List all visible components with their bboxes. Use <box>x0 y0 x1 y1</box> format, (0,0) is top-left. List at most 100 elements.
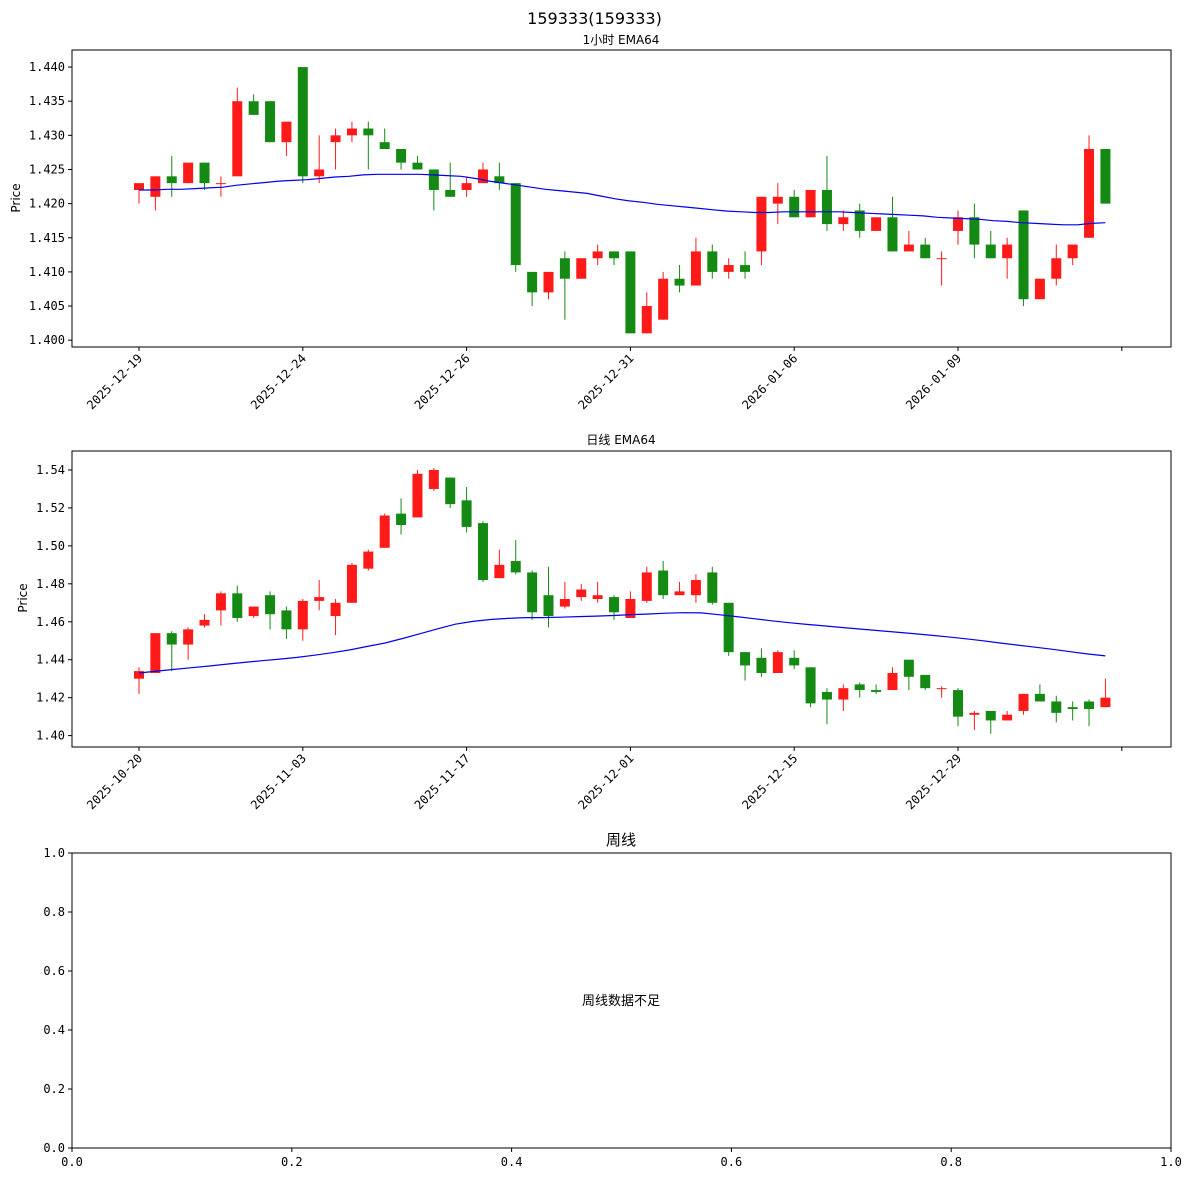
daily-candle-body <box>412 473 423 518</box>
daily-candle-body <box>215 593 226 611</box>
daily-candle-body <box>199 619 210 626</box>
daily-candle-body <box>543 595 554 617</box>
hourly-candle-body <box>609 251 620 259</box>
daily-candle-body <box>559 599 570 607</box>
hourly-candle-body <box>346 128 357 136</box>
daily-candle-body <box>166 633 177 645</box>
hourly-candle-body <box>821 189 832 225</box>
daily-x-tick-label: 2025-12-15 <box>739 751 800 812</box>
weekly-y-tick-label: 0.0 <box>43 1141 65 1155</box>
daily-candle-body <box>1002 714 1013 721</box>
hourly-y-tick-label: 1.400 <box>29 333 65 347</box>
daily-candle-body <box>838 688 849 700</box>
hourly-candle-body <box>281 121 292 143</box>
hourly-candle-body <box>1034 278 1045 300</box>
weekly-x-tick-label: 0.6 <box>721 1155 743 1169</box>
hourly-plot-frame <box>71 49 1172 348</box>
hourly-x-tick-label: 2026-01-09 <box>903 351 964 412</box>
daily-candle-body <box>330 602 341 617</box>
hourly-candle-body <box>969 217 980 245</box>
hourly-candle-body <box>625 251 636 334</box>
daily-candle-body <box>674 591 685 596</box>
daily-candle-body <box>494 564 505 579</box>
hourly-candle-body <box>363 128 374 136</box>
daily-candle-body <box>887 673 898 691</box>
hourly-candle-body <box>248 101 259 115</box>
hourly-candle-body <box>379 142 390 149</box>
daily-candle-body <box>658 570 669 596</box>
daily-y-tick-label: 1.40 <box>36 729 65 743</box>
hourly-candle-body <box>412 162 423 170</box>
daily-x-tick-label: 2025-12-01 <box>576 751 637 812</box>
hourly-chart-title: 1小时 EMA64 <box>583 33 660 47</box>
hourly-ema-line <box>139 173 1106 226</box>
hourly-candle-body <box>232 101 243 177</box>
hourly-x-tick-label: 2025-12-31 <box>576 351 637 412</box>
daily-candle-body <box>1100 697 1111 708</box>
hourly-candle-body <box>723 265 734 272</box>
daily-candle-body <box>985 710 996 721</box>
daily-candle-body <box>445 477 456 505</box>
daily-candle-body <box>527 572 538 613</box>
hourly-candle-body <box>527 271 538 293</box>
hourly-x-tick-label: 2026-01-06 <box>739 351 800 412</box>
daily-candle-body <box>1018 693 1029 711</box>
hourly-x-tick-label: 2025-12-19 <box>84 351 145 412</box>
daily-candle-body <box>690 580 701 596</box>
daily-candle-body <box>805 667 816 704</box>
daily-candle-body <box>150 633 161 673</box>
weekly-chart-title: 周线 <box>606 831 636 849</box>
weekly-y-tick-label: 1.0 <box>43 846 65 860</box>
daily-candle-body <box>183 629 194 645</box>
hourly-x-tick-label: 2025-12-26 <box>412 351 473 412</box>
daily-x-tick-label: 2025-10-20 <box>84 751 145 812</box>
hourly-candle-body <box>183 162 194 184</box>
daily-candle-body <box>740 652 751 666</box>
hourly-candle-body <box>1002 244 1013 259</box>
daily-candle-body <box>592 595 603 599</box>
daily-candle-body <box>428 469 439 489</box>
daily-candle-body <box>396 513 407 525</box>
daily-y-tick-label: 1.44 <box>36 653 65 667</box>
hourly-candle-body <box>396 149 407 163</box>
hourly-candle-body <box>445 189 456 197</box>
weekly-no-data-message: 周线数据不足 <box>582 994 660 1009</box>
hourly-candle-body <box>953 217 963 231</box>
hourly-candle-body <box>592 251 603 259</box>
hourly-candle-body <box>871 217 882 231</box>
daily-candle-body <box>756 657 767 673</box>
hourly-candle-body <box>854 210 865 231</box>
daily-candle-body <box>510 561 521 573</box>
daily-candle-body <box>969 712 980 715</box>
hourly-y-tick-label: 1.410 <box>29 265 65 279</box>
daily-candle-body <box>314 597 325 601</box>
weekly-y-tick-label: 0.8 <box>43 905 65 919</box>
daily-chart-title: 日线 EMA64 <box>586 433 655 447</box>
hourly-candle-body <box>215 183 226 185</box>
daily-candle-body <box>477 523 488 581</box>
hourly-y-tick-label: 1.430 <box>29 128 65 142</box>
hourly-candle-body <box>330 135 341 143</box>
daily-candle-body <box>789 657 800 666</box>
hourly-candle-body <box>199 162 210 184</box>
daily-candle-body <box>379 515 390 548</box>
daily-candle-body <box>363 551 374 569</box>
hourly-y-axis-label: Price <box>9 183 23 212</box>
daily-y-tick-label: 1.48 <box>36 577 65 591</box>
daily-chart-panel: 日线 EMA64 Price 1.40 1.42 1.44 1.46 1.48 1.50 1… <box>16 433 1172 812</box>
weekly-x-tick-label: 0.0 <box>61 1155 83 1169</box>
hourly-candle-body <box>1018 210 1029 300</box>
hourly-candle-body <box>838 217 849 225</box>
daily-y-tick-label: 1.52 <box>36 501 65 515</box>
hourly-candle-body <box>477 169 488 184</box>
weekly-x-tick-label: 0.8 <box>940 1155 962 1169</box>
hourly-candle-body <box>805 189 816 218</box>
daily-candle-body <box>609 597 620 613</box>
daily-y-tick-label: 1.46 <box>36 615 65 629</box>
daily-candle-body <box>248 606 259 617</box>
hourly-y-tick-label: 1.425 <box>29 162 65 176</box>
daily-candle-body <box>281 610 292 630</box>
weekly-x-tick-label: 1.0 <box>1160 1155 1182 1169</box>
hourly-candle-body <box>887 217 898 252</box>
